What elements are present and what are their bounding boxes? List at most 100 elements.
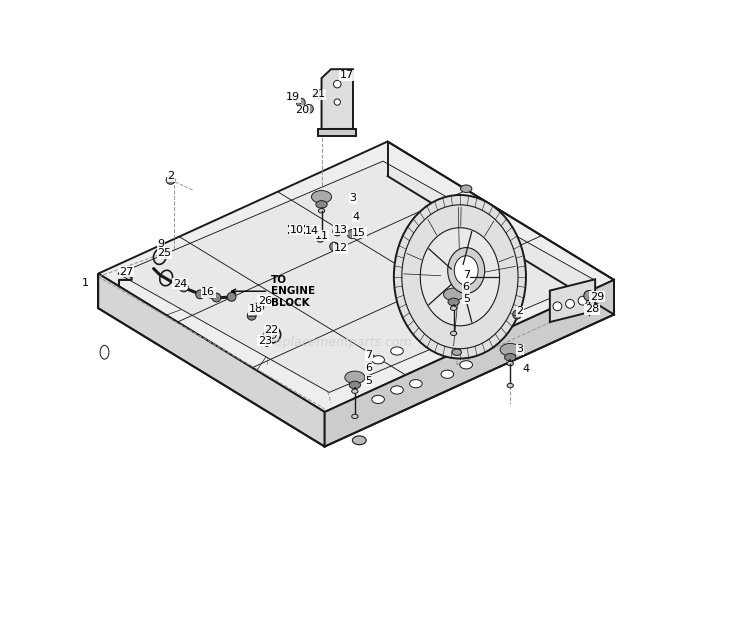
- Ellipse shape: [319, 230, 325, 235]
- Ellipse shape: [460, 185, 472, 192]
- Ellipse shape: [345, 371, 365, 384]
- Text: 16: 16: [201, 287, 215, 298]
- Ellipse shape: [420, 228, 500, 326]
- Ellipse shape: [507, 383, 514, 387]
- Ellipse shape: [452, 349, 461, 355]
- Text: 3: 3: [516, 344, 524, 354]
- Circle shape: [248, 311, 256, 320]
- Text: 28: 28: [585, 304, 599, 314]
- Ellipse shape: [454, 256, 478, 285]
- Text: 4: 4: [523, 364, 530, 374]
- Circle shape: [333, 227, 342, 236]
- Text: 9: 9: [158, 239, 165, 249]
- Ellipse shape: [372, 355, 385, 364]
- Circle shape: [566, 299, 574, 308]
- Text: 4: 4: [352, 212, 360, 222]
- Ellipse shape: [550, 303, 564, 311]
- Ellipse shape: [441, 370, 454, 378]
- Text: 29: 29: [590, 292, 604, 302]
- Polygon shape: [550, 279, 596, 322]
- Circle shape: [334, 81, 341, 88]
- Ellipse shape: [311, 191, 332, 203]
- Ellipse shape: [316, 201, 327, 208]
- Ellipse shape: [352, 389, 358, 394]
- Text: 5: 5: [365, 376, 372, 386]
- Ellipse shape: [319, 208, 325, 213]
- Circle shape: [584, 291, 594, 301]
- Text: 26: 26: [258, 296, 272, 306]
- Text: 3: 3: [350, 193, 356, 203]
- Circle shape: [268, 331, 276, 338]
- Text: 7: 7: [463, 270, 470, 280]
- Ellipse shape: [507, 361, 514, 366]
- Text: 17: 17: [340, 70, 354, 81]
- Ellipse shape: [448, 298, 459, 306]
- Text: 8: 8: [179, 279, 187, 289]
- Text: 25: 25: [158, 248, 171, 259]
- Circle shape: [212, 293, 221, 302]
- Circle shape: [330, 242, 338, 251]
- Text: 13: 13: [334, 225, 347, 235]
- Ellipse shape: [391, 347, 404, 355]
- Text: 15: 15: [352, 228, 366, 238]
- Circle shape: [313, 91, 322, 99]
- Ellipse shape: [100, 345, 109, 359]
- Ellipse shape: [391, 386, 404, 394]
- Circle shape: [513, 310, 521, 319]
- Text: 20: 20: [296, 105, 310, 115]
- Text: 19: 19: [286, 92, 300, 103]
- Circle shape: [578, 296, 587, 305]
- Text: TO
ENGINE
BLOCK: TO ENGINE BLOCK: [232, 275, 315, 308]
- Text: 14: 14: [305, 226, 320, 236]
- Circle shape: [347, 230, 356, 238]
- Text: 6: 6: [365, 363, 372, 373]
- Polygon shape: [118, 161, 594, 392]
- Ellipse shape: [448, 248, 485, 293]
- Circle shape: [255, 303, 264, 311]
- Text: 23: 23: [258, 336, 272, 346]
- Text: 12: 12: [333, 243, 347, 253]
- Circle shape: [265, 343, 268, 347]
- Polygon shape: [322, 69, 353, 129]
- Ellipse shape: [443, 288, 464, 301]
- Ellipse shape: [500, 343, 520, 356]
- Text: 10: 10: [290, 225, 303, 235]
- Polygon shape: [98, 142, 614, 412]
- Text: 11: 11: [314, 231, 328, 241]
- Circle shape: [227, 292, 236, 301]
- Ellipse shape: [352, 436, 366, 445]
- Circle shape: [316, 233, 325, 242]
- Text: 21: 21: [311, 89, 326, 99]
- Circle shape: [304, 104, 313, 113]
- Ellipse shape: [451, 331, 457, 336]
- Text: 27: 27: [119, 267, 134, 277]
- Polygon shape: [98, 274, 325, 447]
- Text: 5: 5: [463, 294, 470, 304]
- Text: 2: 2: [516, 306, 524, 316]
- Text: 22: 22: [264, 325, 278, 335]
- Text: 7: 7: [365, 350, 372, 360]
- Circle shape: [179, 283, 188, 292]
- Text: 24: 24: [173, 279, 188, 289]
- Text: 1: 1: [82, 278, 89, 288]
- Text: 2: 2: [167, 171, 174, 181]
- Circle shape: [334, 99, 340, 105]
- Circle shape: [166, 175, 175, 184]
- Text: 18: 18: [248, 304, 262, 314]
- Ellipse shape: [460, 360, 472, 369]
- Polygon shape: [319, 129, 356, 136]
- Ellipse shape: [352, 414, 358, 419]
- Circle shape: [196, 290, 205, 299]
- Ellipse shape: [505, 353, 516, 361]
- Ellipse shape: [451, 306, 457, 310]
- Circle shape: [296, 98, 305, 107]
- Text: 6: 6: [463, 282, 470, 292]
- Ellipse shape: [410, 379, 422, 387]
- Circle shape: [288, 96, 293, 101]
- Circle shape: [553, 302, 562, 311]
- Ellipse shape: [350, 381, 361, 389]
- Text: ereplacementparts.com: ereplacementparts.com: [262, 337, 412, 349]
- Ellipse shape: [394, 195, 526, 359]
- Ellipse shape: [372, 395, 385, 404]
- Polygon shape: [325, 280, 614, 447]
